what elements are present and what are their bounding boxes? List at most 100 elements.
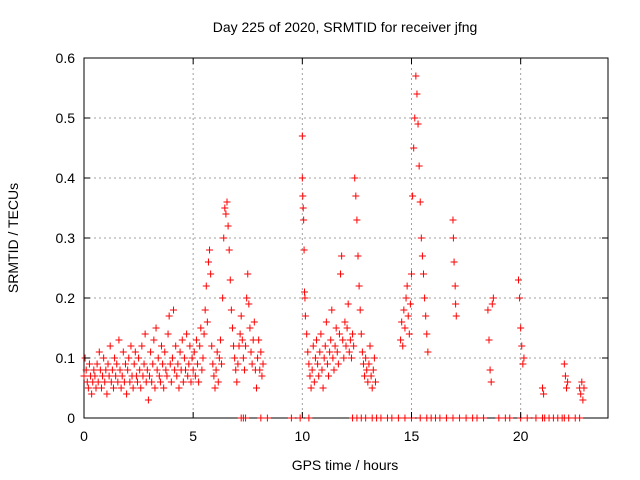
data-point [414,120,422,128]
data-point [489,294,497,302]
data-point [112,372,120,380]
data-point [311,354,319,362]
data-point [82,366,90,374]
data-point [351,174,359,182]
data-point [399,342,407,350]
data-point [484,306,492,314]
data-point [243,294,251,302]
data-point [309,342,317,350]
data-point [115,336,123,344]
data-point [231,354,239,362]
data-point [126,378,134,386]
data-point [329,354,337,362]
data-point [121,360,129,368]
data-point [450,258,458,266]
data-point [365,360,373,368]
data-point [354,252,362,260]
data-point [473,414,481,422]
axis-ticks: 0 0.1 0.2 0.3 0.4 0.5 0.6 0 5 10 15 20 [56,50,608,444]
data-point [394,414,402,422]
data-point [579,396,587,404]
data-point [518,342,526,350]
data-point [219,294,227,302]
data-point [162,366,170,374]
data-point [517,324,525,332]
data-point [238,336,246,344]
data-point [303,330,311,338]
data-point [422,312,430,320]
data-point [315,372,323,380]
data-point [361,372,369,380]
data-point [118,372,126,380]
data-point [462,414,470,422]
data-point [191,372,199,380]
data-point [397,336,405,344]
data-point [335,330,343,338]
data-point [357,330,365,338]
data-point [420,270,428,278]
data-point [242,414,250,422]
data-point [204,258,212,266]
data-point [343,324,351,332]
data-point [215,354,223,362]
data-point [258,372,266,380]
data-point [116,366,124,374]
data-point [565,414,573,422]
data-point [307,384,315,392]
data-point [408,270,415,278]
data-point [322,318,330,326]
data-point [256,366,264,374]
data-point [413,90,421,98]
data-point [577,390,585,398]
data-point [227,306,235,314]
data-point [449,414,457,422]
data-point [139,372,147,380]
data-point [194,360,202,368]
data-point [93,360,101,368]
data-point [366,342,374,350]
x-axis-label: GPS time / hours [292,457,399,473]
data-point [91,372,99,380]
data-point [220,234,228,242]
data-point [206,246,214,254]
data-point [153,366,161,374]
data-point [147,348,155,356]
data-point [144,396,152,404]
data-point [402,294,410,302]
data-point [405,330,413,338]
data-point [367,372,375,380]
data-point [520,354,528,362]
data-point [358,348,366,356]
data-point [451,282,459,290]
data-point [337,270,345,278]
data-point [401,324,409,332]
data-point [339,336,347,344]
data-point [257,414,265,422]
data-point [107,378,115,386]
data-point [164,330,172,338]
data-point [247,348,255,356]
data-point [539,384,546,392]
y-tick-label: 0.6 [56,50,76,66]
data-point [146,372,153,380]
data-point [370,354,378,362]
data-point [298,174,306,182]
data-point [240,366,248,374]
data-point [362,414,370,422]
data-point [149,360,157,368]
data-point [310,378,318,386]
data-point [313,336,321,344]
data-point [410,144,418,152]
data-point [560,360,568,368]
data-point [156,378,164,386]
data-point [349,330,357,338]
data-point [119,348,127,356]
data-point [148,378,156,386]
data-point [158,342,166,350]
data-point [165,312,173,320]
data-point [186,342,194,350]
data-point [563,384,571,392]
data-point [328,306,336,314]
data-point [239,354,247,362]
